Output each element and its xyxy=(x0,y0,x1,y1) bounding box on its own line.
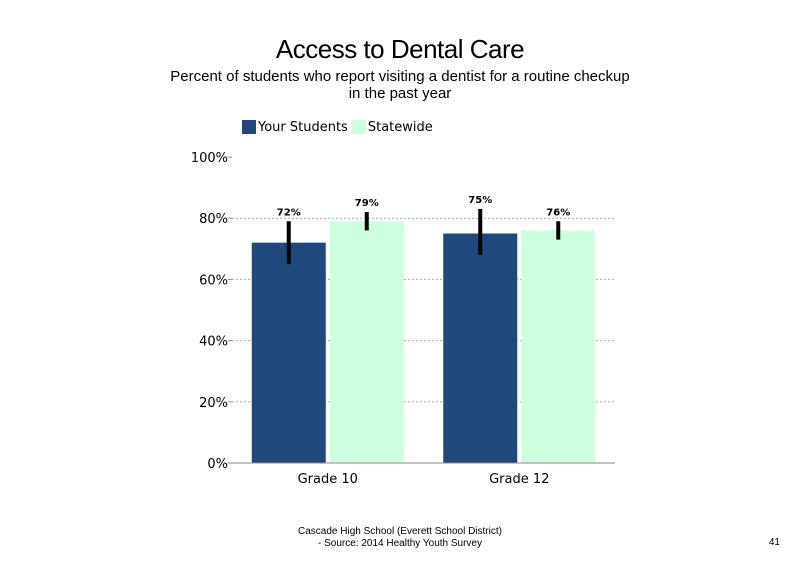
legend-swatch-your-students xyxy=(242,120,256,134)
y-tick-label: 80% xyxy=(199,212,228,227)
y-tick-label: 20% xyxy=(199,396,228,411)
footer-school: Cascade High School (Everett School Dist… xyxy=(298,526,502,537)
legend-item-statewide: Statewide xyxy=(351,119,433,135)
y-tick-label: 100% xyxy=(191,151,228,166)
page-number: 41 xyxy=(768,537,780,548)
footer-source: - Source: 2014 Healthy Youth Survey xyxy=(318,538,482,549)
chart-subtitle: Percent of students who report visiting … xyxy=(170,68,630,102)
y-tick-label: 0% xyxy=(207,457,228,472)
data-label: 75% xyxy=(468,195,492,206)
legend-item-your-students: Your Students xyxy=(242,120,348,135)
y-tick-label: 40% xyxy=(199,335,228,350)
legend-swatch-statewide xyxy=(351,120,366,134)
x-tick-label: Grade 10 xyxy=(298,472,358,487)
legend-label-statewide: Statewide xyxy=(367,119,433,135)
bar xyxy=(251,242,326,463)
bar xyxy=(443,233,518,463)
y-tick-label: 60% xyxy=(199,273,228,288)
data-label: 79% xyxy=(355,198,379,209)
bar xyxy=(521,230,596,463)
bar xyxy=(329,221,404,463)
legend: Your Students Statewide xyxy=(242,118,437,136)
chart-title: Access to Dental Care xyxy=(275,34,525,64)
x-tick-label: Grade 12 xyxy=(489,472,549,487)
legend-label-your-students: Your Students xyxy=(258,119,348,135)
data-label: 76% xyxy=(546,207,570,218)
data-label: 72% xyxy=(277,207,301,218)
source-footer: Cascade High School (Everett School Dist… xyxy=(250,526,550,550)
